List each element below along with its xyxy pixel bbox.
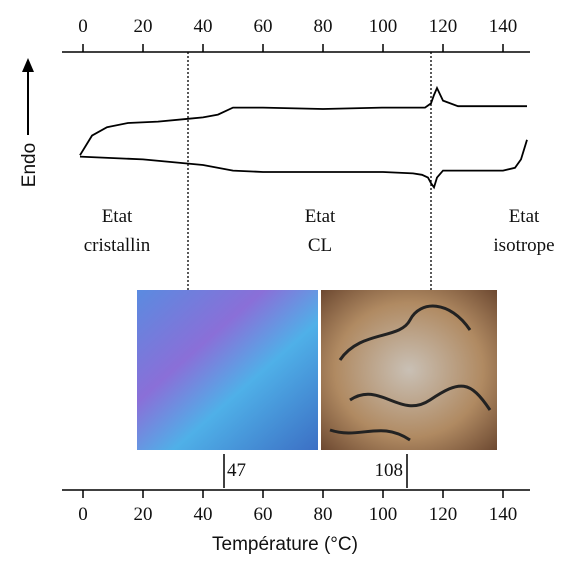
x-tick-label: 100 <box>369 504 398 525</box>
x-tick-label: 60 <box>254 504 273 525</box>
endo-arrow <box>22 58 34 135</box>
x-tick-label: 80 <box>314 16 333 37</box>
texture <box>329 304 492 442</box>
x-tick-label: 0 <box>78 16 88 37</box>
x-tick-label: 120 <box>429 16 458 37</box>
x-tick-label: 0 <box>78 504 88 525</box>
micrograph-crystalline <box>137 290 318 450</box>
marker-label: 108 <box>375 460 404 481</box>
x-tick-label: 40 <box>194 504 213 525</box>
phase-label: Etat <box>102 206 133 227</box>
micrograph-lc <box>321 290 497 450</box>
phase-label: Etat <box>305 206 336 227</box>
x-tick-label: 100 <box>369 16 398 37</box>
y-label: Endo <box>19 143 40 187</box>
x-tick-label: 60 <box>254 16 273 37</box>
x-tick-label: 140 <box>489 504 518 525</box>
x-tick-label: 120 <box>429 504 458 525</box>
dsc-curve <box>79 85 527 156</box>
x-label: Température (°C) <box>212 534 358 555</box>
x-tick-label: 140 <box>489 16 518 37</box>
x-tick-label: 40 <box>194 16 213 37</box>
x-tick-label: 20 <box>134 504 153 525</box>
x-tick-label: 80 <box>314 504 333 525</box>
phase-label: CL <box>308 235 332 256</box>
x-tick-label: 20 <box>134 16 153 37</box>
marker-label: 47 <box>227 460 246 481</box>
dsc-curve <box>79 139 528 190</box>
phase-label: cristallin <box>84 235 151 256</box>
phase-label: isotrope <box>493 235 554 256</box>
phase-label: Etat <box>509 206 540 227</box>
